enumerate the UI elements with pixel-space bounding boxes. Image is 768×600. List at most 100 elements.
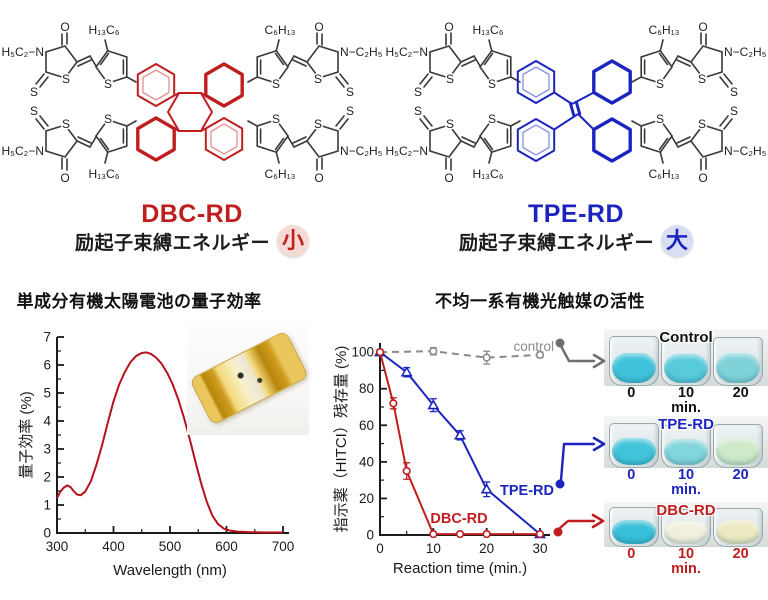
- atom-label: O: [444, 20, 453, 34]
- vial: [713, 508, 763, 547]
- atom-label: O: [60, 20, 69, 34]
- vial: [609, 336, 659, 386]
- series-line-DBC-RD single-component OPV EQE: [56, 351, 283, 534]
- vial-liquid: [716, 438, 760, 465]
- atom-label: S: [446, 72, 454, 86]
- time-label: 20: [732, 546, 749, 562]
- series-label-control: control: [513, 339, 554, 354]
- data-marker: [534, 527, 546, 539]
- data-marker: [429, 529, 438, 539]
- y-tick-label: 1: [43, 498, 51, 513]
- atom-label: S: [30, 104, 38, 118]
- vial-liquid: [716, 353, 760, 383]
- series-line-control: [379, 350, 541, 359]
- photo-panel-label: TPE-RD: [658, 416, 714, 433]
- atom-label: S: [656, 112, 664, 126]
- time-labels: 0 10 20: [604, 468, 768, 483]
- atom-label: H₅C₂−N: [2, 45, 45, 59]
- y-tick-label: 3: [43, 442, 51, 457]
- vial-photo-column: Control 0 10 20 min. TPE-RD 0 10: [604, 329, 768, 577]
- time-label: 10: [677, 546, 695, 562]
- callout-line: [559, 442, 596, 482]
- x-tick-label: 0: [376, 541, 384, 556]
- y-tick-label: 20: [359, 491, 374, 506]
- rhodanine-arm: [35, 32, 137, 88]
- y-tick-label: 0: [366, 528, 374, 543]
- callout-dot: [555, 338, 565, 348]
- callout-line: [558, 519, 596, 530]
- data-marker: [375, 348, 385, 357]
- molecule-name-tpe: TPE-RD: [527, 200, 625, 228]
- atom-label: S: [656, 77, 664, 91]
- atom-label: S: [346, 85, 354, 99]
- data-marker: [389, 399, 398, 408]
- exciton-binding-energy-label: 励起子束縛エネルギー: [458, 232, 654, 254]
- y-tick-label: 80: [359, 381, 374, 396]
- data-marker: [374, 345, 386, 357]
- tpe-tagline-row: 励起子束縛エネルギー 大: [384, 225, 768, 257]
- atom-label: S: [62, 117, 70, 131]
- vial: [661, 338, 711, 386]
- atom-label: C₆H₁₃: [648, 23, 679, 37]
- vial: [713, 337, 763, 386]
- y-tick-label: 7: [43, 330, 51, 345]
- atom-label: S: [730, 85, 738, 99]
- vial: [609, 507, 659, 547]
- atom-label: H₅C₂−N: [2, 144, 45, 158]
- callout-arrow-icon: [592, 436, 606, 452]
- time-unit-label: min.: [671, 561, 701, 577]
- y-tick-label: 0: [43, 526, 51, 541]
- x-axis-label: Wavelength (nm): [113, 562, 227, 579]
- photo-panel-tpe: TPE-RD 0 10 20 min.: [604, 416, 768, 498]
- atom-label: O: [444, 171, 453, 185]
- rhodanine-arm: [419, 32, 521, 88]
- atom-label: S: [346, 104, 354, 118]
- catalysis-chart-title: 不均一系有機光触媒の活性: [435, 292, 645, 311]
- vial-liquid: [664, 521, 708, 544]
- atom-label: S: [698, 72, 706, 86]
- callout-dot: [553, 527, 563, 537]
- atom-label: N−C₂H₅: [340, 144, 383, 158]
- atom-label: S: [698, 117, 706, 131]
- atom-label: H₁₃C₆: [88, 23, 119, 37]
- time-label: 20: [732, 467, 749, 483]
- vial-photo: DBC-RD: [604, 502, 768, 547]
- time-label: 0: [627, 467, 636, 483]
- y-tick-label: 5: [43, 386, 51, 401]
- vial-photo: Control: [604, 329, 768, 386]
- vial-liquid: [716, 520, 760, 544]
- molecule-name-dbc: DBC-RD: [141, 200, 243, 228]
- vial-liquid: [612, 438, 656, 465]
- rhodanine-arm: [419, 115, 521, 171]
- time-label: 20: [732, 385, 749, 401]
- x-tick-label: 10: [426, 541, 441, 556]
- data-marker: [482, 353, 491, 362]
- x-tick-label: 300: [46, 539, 69, 554]
- atom-label: C₆H₁₃: [648, 167, 679, 181]
- photo-panel-dbc: DBC-RD 0 10 20 min.: [604, 502, 768, 577]
- time-label: 0: [627, 546, 636, 562]
- callout-dot: [555, 479, 565, 489]
- molecule-panel-tpe: O H₅C₂−N S S S H₁₃C₆ O N−C₂H₅ S S S C₆H₁₃ O H₅C₂−N S S S…: [384, 0, 768, 270]
- atom-label: H₅C₂−N: [386, 144, 429, 158]
- rhodanine-arm: [631, 115, 733, 171]
- atom-label: S: [730, 104, 738, 118]
- molecule-panel-dbc: O H₅C₂−N S S S H₁₃C₆ O N−C₂H₅ S S S C₆H₁₃ O H₅C₂−N S S S…: [0, 0, 384, 270]
- x-tick-label: 400: [102, 539, 125, 554]
- atom-label: S: [414, 85, 422, 99]
- data-marker: [402, 466, 411, 476]
- atom-label: N−C₂H₅: [340, 45, 383, 59]
- data-marker: [480, 483, 493, 494]
- photo-panel-label: Control: [659, 329, 713, 346]
- atom-label: S: [414, 104, 422, 118]
- vial-photo: TPE-RD: [604, 416, 768, 468]
- atom-label: H₁₃C₆: [472, 167, 503, 181]
- x-axis-label: Reaction time (min.): [393, 560, 527, 577]
- solar-chart-title: 単成分有機太陽電池の量子効率: [16, 292, 262, 311]
- x-tick-label: 30: [532, 541, 547, 556]
- atom-label: C₆H₁₃: [264, 23, 295, 37]
- dbc-tagline-row: 励起子束縛エネルギー 小: [0, 225, 384, 257]
- tpe-core: [516, 59, 632, 163]
- time-label: 10: [677, 467, 695, 483]
